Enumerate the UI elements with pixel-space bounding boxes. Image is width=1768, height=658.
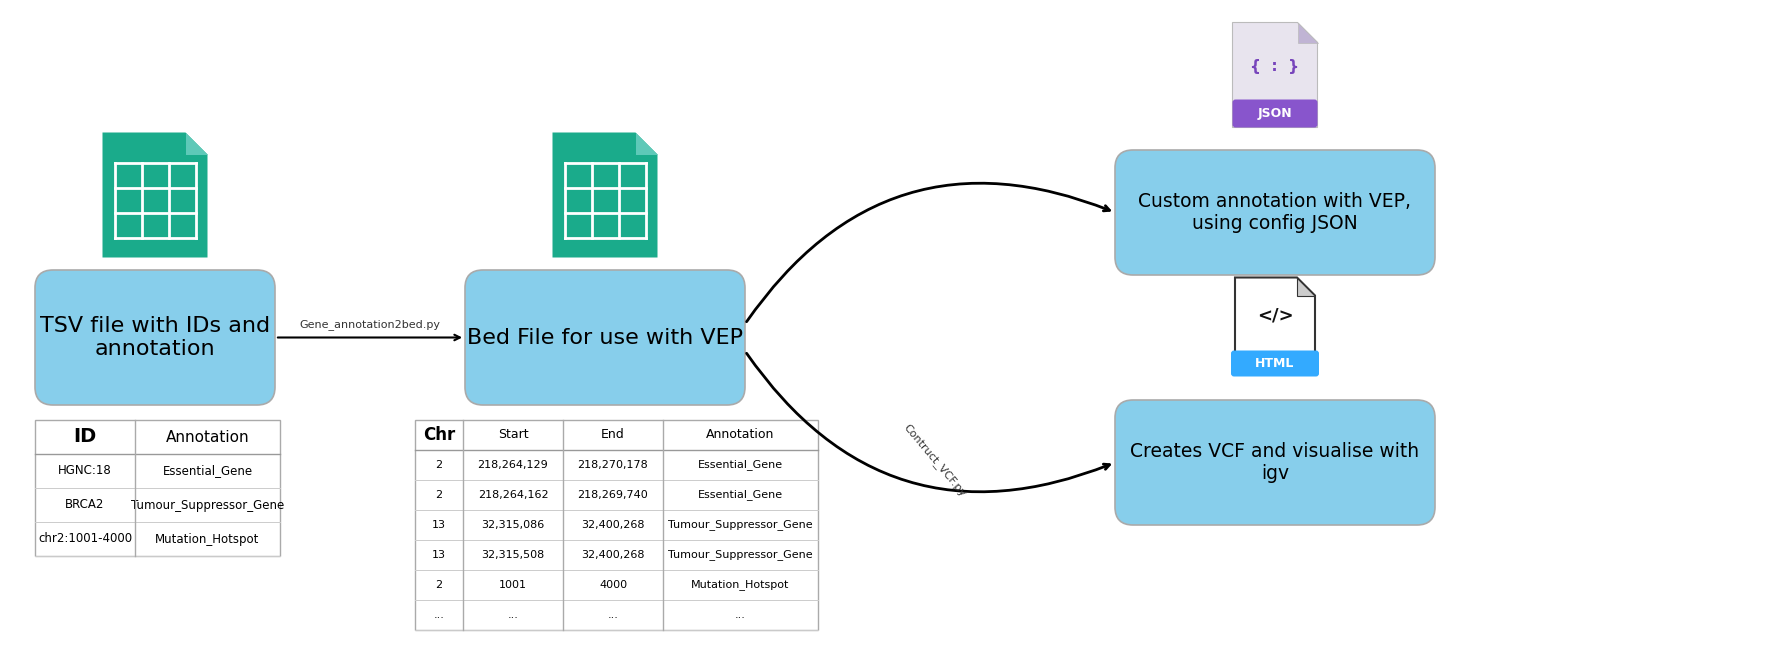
Text: 218,269,740: 218,269,740 — [578, 490, 649, 500]
Text: Chr: Chr — [423, 426, 454, 444]
Polygon shape — [186, 132, 207, 155]
Bar — [35, 420, 279, 556]
Text: 32,315,508: 32,315,508 — [481, 550, 545, 560]
Text: ...: ... — [735, 610, 746, 620]
FancyBboxPatch shape — [35, 270, 276, 405]
Text: {  :  }: { : } — [1250, 59, 1299, 74]
Text: Annotation: Annotation — [705, 428, 774, 442]
Text: 2: 2 — [435, 460, 442, 470]
FancyBboxPatch shape — [1232, 99, 1317, 128]
Polygon shape — [553, 132, 658, 257]
FancyBboxPatch shape — [465, 270, 744, 405]
Text: TSV file with IDs and
annotation: TSV file with IDs and annotation — [41, 316, 271, 359]
Text: 4000: 4000 — [599, 580, 628, 590]
Text: 13: 13 — [431, 520, 446, 530]
Text: 2: 2 — [435, 580, 442, 590]
Text: ...: ... — [507, 610, 518, 620]
Text: Creates VCF and visualise with
igv: Creates VCF and visualise with igv — [1130, 442, 1420, 483]
Polygon shape — [1236, 278, 1315, 355]
Text: 218,264,162: 218,264,162 — [477, 490, 548, 500]
Text: Tumour_Suppressor_Gene: Tumour_Suppressor_Gene — [668, 520, 813, 530]
Text: 32,400,268: 32,400,268 — [582, 520, 645, 530]
Text: </>: </> — [1257, 307, 1294, 325]
FancyBboxPatch shape — [1231, 351, 1319, 376]
Bar — [415, 420, 819, 630]
Text: Mutation_Hotspot: Mutation_Hotspot — [156, 532, 260, 545]
Polygon shape — [635, 132, 658, 155]
Text: 1001: 1001 — [499, 580, 527, 590]
Text: End: End — [601, 428, 624, 442]
Text: Essential_Gene: Essential_Gene — [698, 490, 783, 501]
Text: ID: ID — [74, 428, 97, 447]
Text: 32,400,268: 32,400,268 — [582, 550, 645, 560]
Text: ...: ... — [608, 610, 619, 620]
Text: Tumour_Suppressor_Gene: Tumour_Suppressor_Gene — [668, 549, 813, 561]
Text: Bed File for use with VEP: Bed File for use with VEP — [467, 328, 743, 347]
Text: Contruct_VCF.py: Contruct_VCF.py — [902, 422, 969, 498]
Text: BRCA2: BRCA2 — [65, 499, 104, 511]
Text: Custom annotation with VEP,
using config JSON: Custom annotation with VEP, using config… — [1139, 192, 1411, 233]
Text: ...: ... — [433, 610, 444, 620]
Text: Mutation_Hotspot: Mutation_Hotspot — [691, 580, 790, 590]
Text: 218,270,178: 218,270,178 — [578, 460, 649, 470]
Text: 13: 13 — [431, 550, 446, 560]
Polygon shape — [103, 132, 207, 257]
Text: 32,315,086: 32,315,086 — [481, 520, 545, 530]
Text: Gene_annotation2bed.py: Gene_annotation2bed.py — [299, 318, 440, 330]
Text: chr2:1001-4000: chr2:1001-4000 — [37, 532, 133, 545]
FancyBboxPatch shape — [1116, 400, 1436, 525]
Polygon shape — [1298, 278, 1315, 295]
Text: Start: Start — [497, 428, 529, 442]
Polygon shape — [1232, 22, 1317, 128]
FancyBboxPatch shape — [1116, 150, 1436, 275]
Text: Essential_Gene: Essential_Gene — [698, 459, 783, 470]
Text: 218,264,129: 218,264,129 — [477, 460, 548, 470]
Text: HGNC:18: HGNC:18 — [58, 465, 111, 478]
Text: JSON: JSON — [1257, 107, 1292, 120]
Text: Annotation: Annotation — [166, 430, 249, 445]
Text: 2: 2 — [435, 490, 442, 500]
Text: Tumour_Suppressor_Gene: Tumour_Suppressor_Gene — [131, 499, 285, 511]
Text: HTML: HTML — [1255, 357, 1294, 370]
Text: Essential_Gene: Essential_Gene — [163, 465, 253, 478]
Polygon shape — [1298, 22, 1317, 43]
